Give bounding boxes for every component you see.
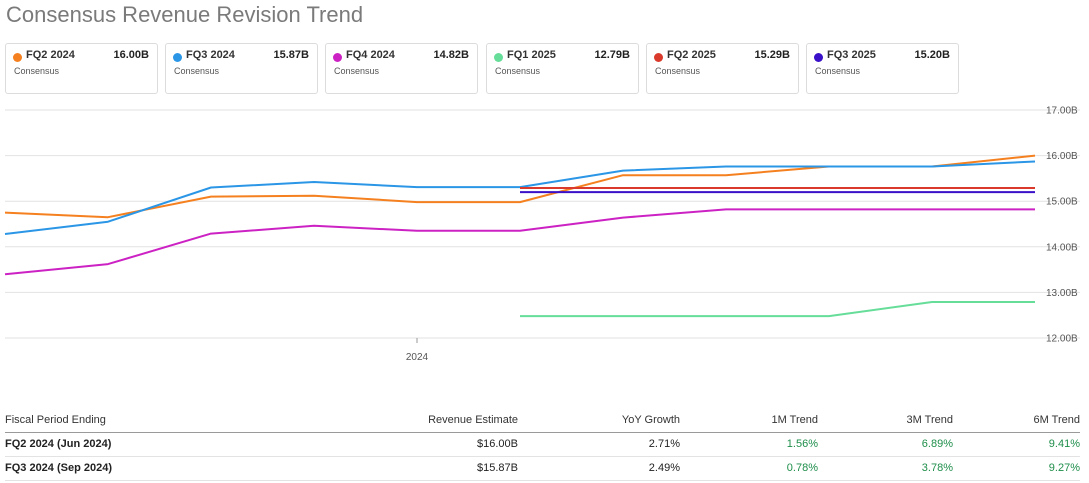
series-subtitle: Consensus (174, 66, 220, 76)
series-color-dot (814, 53, 823, 62)
table-header-row: Fiscal Period Ending Revenue Estimate Yo… (5, 409, 1080, 433)
series-color-dot (494, 53, 503, 62)
series-subtitle: Consensus (495, 66, 541, 76)
series-subtitle: Consensus (655, 66, 701, 76)
series-value: 14.82B (433, 49, 469, 61)
series-line-fq3-2024[interactable] (4, 160, 1036, 235)
x-tick-label: 2024 (406, 352, 429, 363)
y-tick-label: 13.00B (1046, 288, 1078, 299)
column-header: 1M Trend (771, 414, 818, 426)
y-tick-label: 16.00B (1046, 151, 1078, 162)
trend-3m-cell: 3.78% (921, 462, 953, 474)
series-value: 12.79B (594, 49, 630, 61)
revenue-estimate-cell: $15.87B (477, 462, 518, 474)
trend-1m-cell: 1.56% (786, 438, 818, 450)
column-header: 3M Trend (906, 414, 953, 426)
y-tick-label: 17.00B (1046, 106, 1078, 117)
series-card-fq4-2024[interactable]: FQ4 2024 14.82B Consensus (325, 43, 478, 94)
series-line-fq1-2025[interactable] (520, 301, 1035, 318)
column-header: 6M Trend (1033, 414, 1080, 426)
series-line-fq4-2024[interactable] (4, 208, 1035, 276)
trend-3m-cell: 6.89% (921, 438, 953, 450)
y-tick-label: 15.00B (1046, 197, 1078, 208)
series-value: 15.20B (914, 49, 950, 61)
table-row: FQ3 2024 (Sep 2024) $15.87B 2.49% 0.78% … (5, 457, 1080, 481)
series-color-dot (173, 53, 182, 62)
series-name: FQ3 2024 (186, 49, 235, 61)
y-tick-label: 12.00B (1046, 334, 1078, 345)
series-color-dot (333, 53, 342, 62)
series-card-fq3-2024[interactable]: FQ3 2024 15.87B Consensus (165, 43, 318, 94)
column-header: YoY Growth (621, 414, 680, 426)
series-value: 16.00B (113, 49, 149, 61)
page-title: Consensus Revenue Revision Trend (6, 2, 364, 27)
series-subtitle: Consensus (815, 66, 861, 76)
estimates-table: Fiscal Period Ending Revenue Estimate Yo… (5, 409, 1080, 481)
revision-trend-chart: 12.00B 13.00B 14.00B 15.00B 16.00B 17.00B 2024 (4, 106, 1080, 363)
period-cell: FQ2 2024 (Jun 2024) (5, 438, 112, 450)
series-subtitle: Consensus (14, 66, 60, 76)
trend-1m-cell: 0.78% (786, 462, 818, 474)
yoy-growth-cell: 2.49% (648, 462, 680, 474)
trend-6m-cell: 9.41% (1048, 438, 1080, 450)
series-name: FQ2 2024 (26, 49, 75, 61)
series-name: FQ4 2024 (346, 49, 395, 61)
legend-cards: FQ2 2024 16.00B Consensus FQ3 2024 15.87… (5, 43, 965, 94)
series-value: 15.87B (273, 49, 309, 61)
series-name: FQ2 2025 (667, 49, 716, 61)
column-header: Fiscal Period Ending (5, 414, 106, 426)
series-card-fq1-2025[interactable]: FQ1 2025 12.79B Consensus (486, 43, 639, 94)
series-card-fq3-2025[interactable]: FQ3 2025 15.20B Consensus (806, 43, 959, 94)
series-name: FQ3 2025 (827, 49, 876, 61)
series-card-fq2-2024[interactable]: FQ2 2024 16.00B Consensus (5, 43, 158, 94)
series-card-fq2-2025[interactable]: FQ2 2025 15.29B Consensus (646, 43, 799, 94)
column-header: Revenue Estimate (428, 414, 518, 426)
series-subtitle: Consensus (334, 66, 380, 76)
yoy-growth-cell: 2.71% (648, 438, 680, 450)
series-color-dot (13, 53, 22, 62)
trend-6m-cell: 9.27% (1048, 462, 1080, 474)
series-value: 15.29B (754, 49, 790, 61)
y-tick-label: 14.00B (1046, 242, 1078, 253)
series-color-dot (654, 53, 663, 62)
period-cell: FQ3 2024 (Sep 2024) (5, 462, 113, 474)
revenue-estimate-cell: $16.00B (477, 438, 518, 450)
table-row: FQ2 2024 (Jun 2024) $16.00B 2.71% 1.56% … (5, 433, 1080, 457)
series-name: FQ1 2025 (507, 49, 556, 61)
